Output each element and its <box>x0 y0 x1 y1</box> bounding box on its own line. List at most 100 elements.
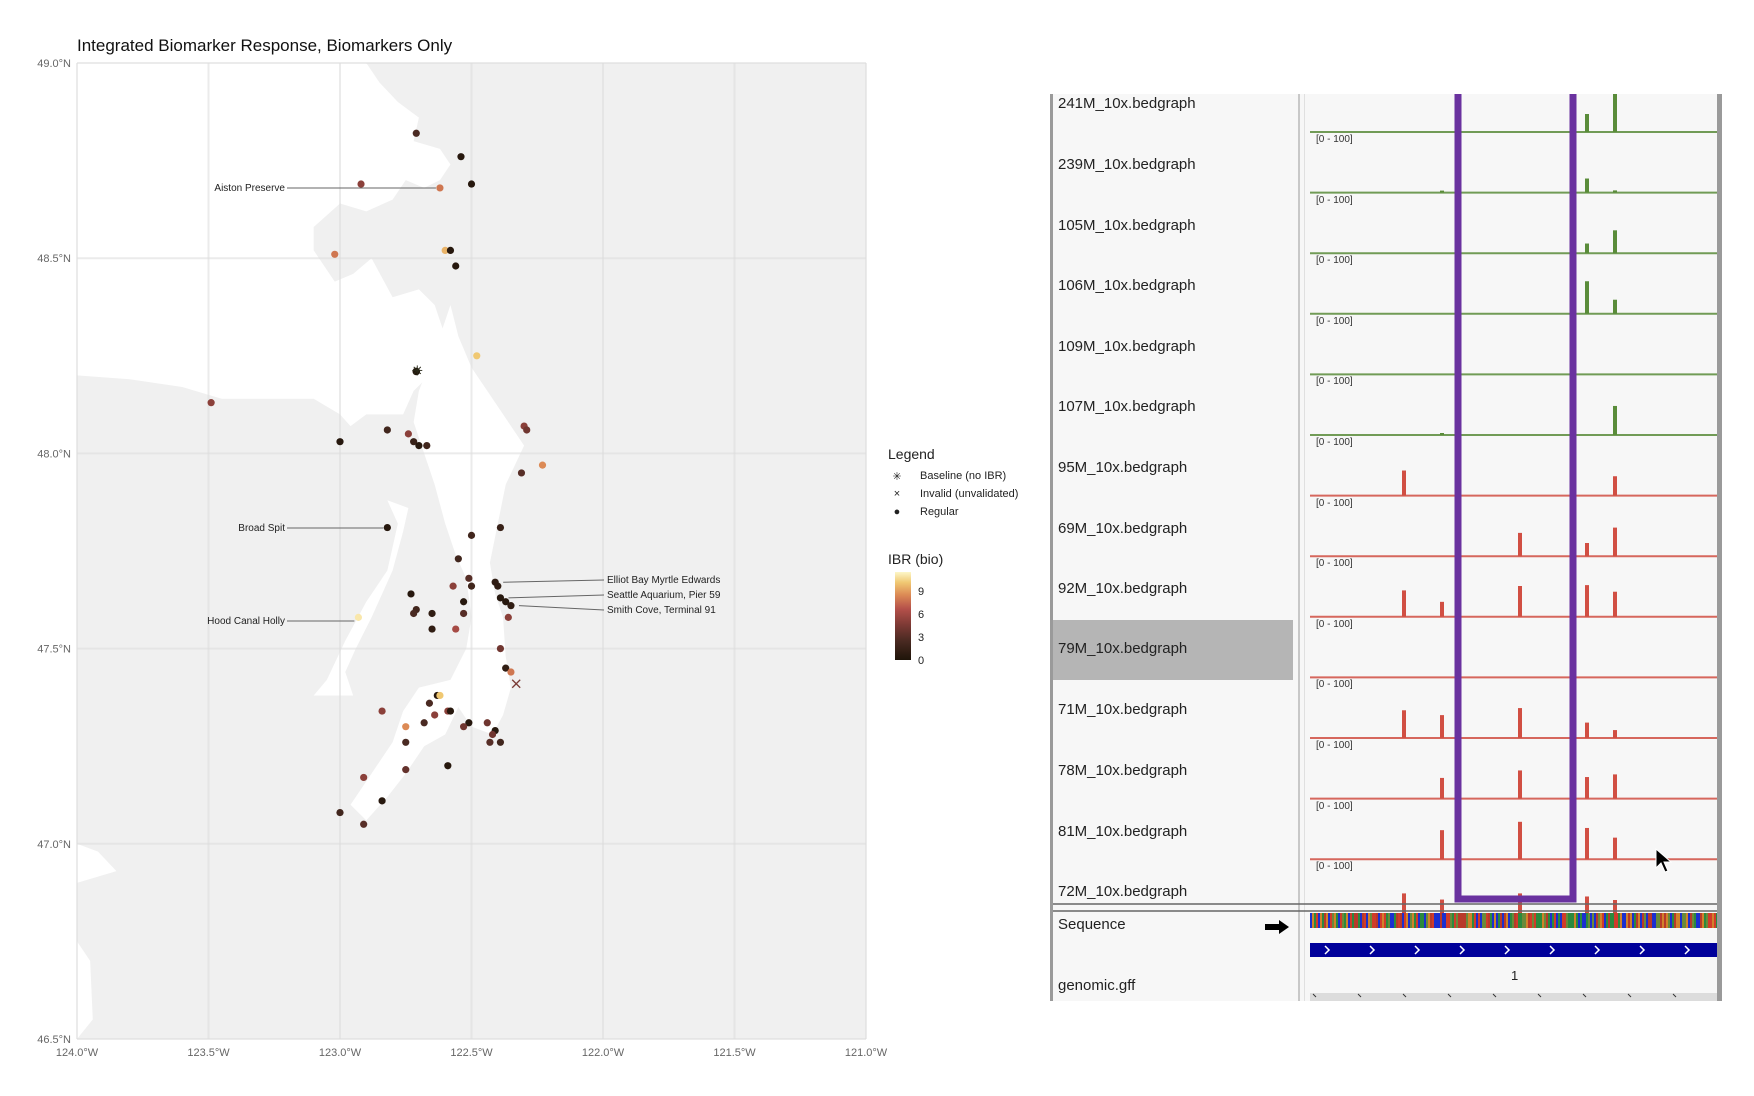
track-name[interactable]: 92M_10x.bedgraph <box>1058 580 1188 598</box>
coverage-bar <box>1402 470 1406 496</box>
data-range-label: [0 - 100] <box>1316 800 1353 812</box>
sequence-base <box>1440 913 1442 928</box>
strand-chevron-icon <box>1594 945 1601 955</box>
coverage-bar <box>1585 722 1589 738</box>
water-area <box>77 843 117 883</box>
legend-title: Legend <box>888 446 935 462</box>
sequence-base <box>1600 913 1602 928</box>
sequence-base <box>1366 913 1368 928</box>
sequence-base <box>1704 913 1706 928</box>
sequence-base <box>1540 913 1542 928</box>
data-point <box>502 664 510 672</box>
colorbar-tick: 0 <box>918 655 925 667</box>
track-name[interactable]: 71M_10x.bedgraph <box>1058 701 1188 719</box>
coverage-bar <box>1440 777 1444 799</box>
igv-panel: 241M_10x.bedgraph 239M_10x.bedgraph 105M_1… <box>1050 94 1722 1001</box>
track-name[interactable]: 72M_10x.bedgraph <box>1058 883 1188 901</box>
track-name[interactable]: 107M_10x.bedgraph <box>1058 398 1196 416</box>
colorbar <box>895 572 911 660</box>
sequence-base <box>1324 913 1326 928</box>
data-point <box>496 594 505 602</box>
data-point <box>402 766 410 774</box>
data-point <box>496 523 505 532</box>
sequence-base <box>1640 913 1642 928</box>
sequence-base <box>1628 913 1630 928</box>
track-name-selected[interactable]: 79M_10x.bedgraph <box>1053 619 1293 680</box>
sequence-base <box>1622 913 1624 928</box>
sequence-base <box>1426 913 1428 928</box>
sequence-base <box>1538 913 1540 928</box>
sequence-base <box>1586 913 1588 928</box>
right-arrow-icon[interactable] <box>1265 920 1291 934</box>
sequence-base <box>1598 913 1600 928</box>
sequence-base <box>1442 913 1444 928</box>
sequence-base <box>1582 913 1584 928</box>
sequence-base <box>1322 913 1324 928</box>
coverage-bar <box>1440 601 1444 617</box>
sequence-base <box>1552 913 1554 928</box>
track-name[interactable]: 81M_10x.bedgraph <box>1058 822 1188 840</box>
strand-chevron-icon <box>1549 945 1556 955</box>
sequence-base <box>1692 913 1694 928</box>
track-name-label: 79M_10x.bedgraph <box>1058 639 1188 657</box>
data-point <box>449 582 457 590</box>
data-point <box>360 820 368 828</box>
sequence-base <box>1350 913 1352 928</box>
sequence-base <box>1614 913 1616 928</box>
sequence-base <box>1652 913 1654 928</box>
coverage-bar <box>1585 777 1589 799</box>
panel-divider[interactable] <box>1298 94 1305 1001</box>
strand-chevron-icon <box>1582 993 1587 998</box>
dot-icon: ● <box>893 506 901 518</box>
coverage-bar <box>1613 527 1617 557</box>
legend-item-invalid: × Invalid (unvalidated) <box>888 485 1019 503</box>
track-name[interactable]: 95M_10x.bedgraph <box>1058 459 1188 476</box>
x-icon: × <box>893 488 901 500</box>
track-name[interactable]: 109M_10x.bedgraph <box>1058 337 1196 355</box>
data-point <box>467 531 476 539</box>
lon-tick-label: 122.0°W <box>582 1047 625 1059</box>
track-data-panel <box>1053 94 1717 1001</box>
sequence-base <box>1578 913 1580 928</box>
sequence-base <box>1678 913 1680 928</box>
lon-tick-label: 122.5°W <box>450 1047 493 1059</box>
track-name[interactable]: 239M_10x.bedgraph <box>1058 156 1196 173</box>
track-name[interactable]: 105M_10x.bedgraph <box>1058 216 1196 234</box>
sequence-base <box>1630 913 1632 928</box>
sequence-base <box>1360 913 1362 928</box>
sequence-base <box>1544 913 1546 928</box>
data-range-label: [0 - 100] <box>1316 497 1353 509</box>
data-point <box>436 691 444 700</box>
sequence-base <box>1686 913 1688 928</box>
track-name[interactable]: 78M_10x.bedgraph <box>1058 762 1188 779</box>
water-area <box>77 63 451 427</box>
strand-chevron-icon <box>1504 945 1511 955</box>
sequence-track-label[interactable]: Sequence <box>1058 916 1126 933</box>
sequence-base <box>1676 913 1678 928</box>
sequence-base <box>1534 913 1536 928</box>
sequence-base <box>1570 913 1572 928</box>
data-point <box>494 582 502 590</box>
lon-tick-label: 124.0°W <box>56 1047 99 1059</box>
data-point <box>420 719 428 727</box>
sequence-base <box>1412 913 1414 928</box>
data-point <box>331 250 339 258</box>
annotation-track-label[interactable]: genomic.gff <box>1058 977 1136 994</box>
sequence-base <box>1572 913 1574 928</box>
sequence-base <box>1504 913 1506 928</box>
sequence-base <box>1454 913 1456 928</box>
site-label: Elliot Bay Myrtle Edwards <box>607 575 720 586</box>
sequence-base <box>1430 913 1432 928</box>
sequence-base <box>1522 913 1524 928</box>
sequence-base <box>1664 913 1666 928</box>
sequence-base <box>1484 913 1486 928</box>
strand-chevron-icon <box>1402 993 1407 998</box>
track-name[interactable]: 241M_10x.bedgraph <box>1058 95 1196 112</box>
data-point <box>457 153 465 161</box>
strand-chevron-icon <box>1447 993 1452 998</box>
track-name[interactable]: 106M_10x.bedgraph <box>1058 277 1196 295</box>
strand-chevron-icon <box>1369 945 1376 955</box>
track-name[interactable]: 69M_10x.bedgraph <box>1058 519 1188 537</box>
sequence-base <box>1382 913 1384 928</box>
sequence-base <box>1424 913 1426 928</box>
